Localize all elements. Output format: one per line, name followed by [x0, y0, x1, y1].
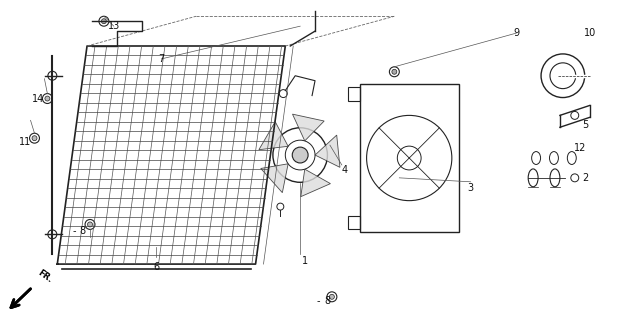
Bar: [348, 215, 360, 229]
Text: 1: 1: [302, 256, 308, 266]
Bar: [348, 87, 360, 100]
Circle shape: [292, 147, 308, 163]
Text: 3: 3: [468, 183, 474, 193]
Text: 13: 13: [108, 21, 120, 31]
Polygon shape: [315, 135, 340, 167]
Polygon shape: [301, 169, 330, 197]
Circle shape: [330, 294, 334, 299]
Circle shape: [45, 96, 50, 101]
Text: 8: 8: [325, 296, 331, 306]
Text: 10: 10: [584, 28, 596, 38]
Text: 7: 7: [158, 54, 164, 64]
Text: 2: 2: [582, 173, 589, 183]
Bar: [360, 84, 459, 232]
Polygon shape: [260, 164, 288, 193]
Text: 11: 11: [19, 137, 31, 147]
Text: FR.: FR.: [36, 269, 54, 285]
Text: 4: 4: [342, 165, 348, 175]
Text: 8: 8: [79, 226, 85, 236]
Circle shape: [101, 19, 106, 24]
Text: 14: 14: [33, 93, 45, 104]
Text: 6: 6: [154, 262, 159, 272]
Text: 5: 5: [582, 120, 589, 130]
Circle shape: [32, 136, 37, 141]
Text: -: -: [72, 226, 76, 236]
Text: 9: 9: [513, 28, 519, 38]
Polygon shape: [292, 114, 324, 141]
FancyArrowPatch shape: [11, 289, 31, 308]
Circle shape: [392, 69, 397, 74]
Circle shape: [88, 222, 93, 227]
Text: 12: 12: [573, 143, 586, 153]
Text: -: -: [316, 296, 320, 306]
Polygon shape: [259, 122, 288, 150]
